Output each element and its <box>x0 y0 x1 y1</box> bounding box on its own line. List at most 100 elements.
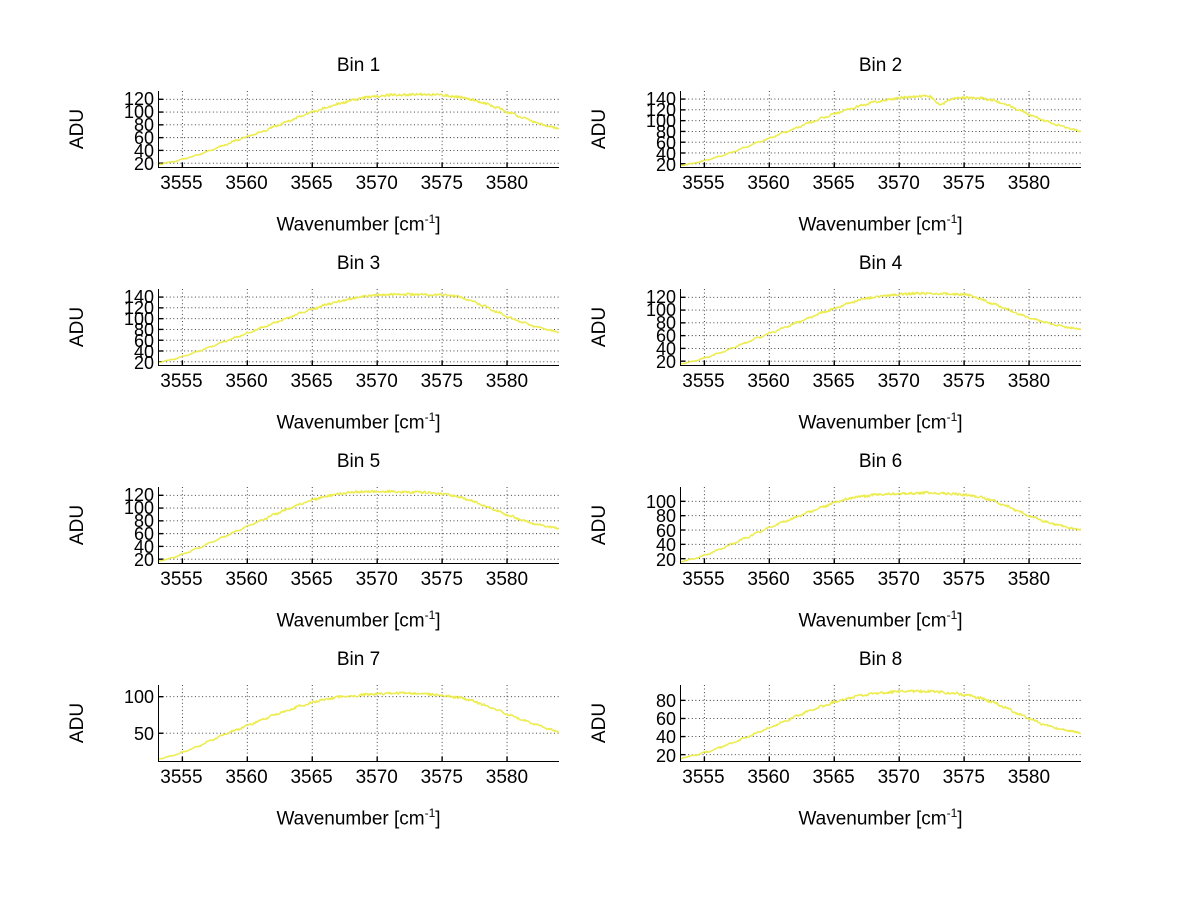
x-tick-label: 3570 <box>355 371 398 392</box>
x-axis-label: Wavenumber [cm-1] <box>276 806 441 830</box>
y-tick-label: 120 <box>123 298 154 319</box>
y-tick-label: 60 <box>655 326 676 347</box>
y-tick-label: 80 <box>133 115 154 136</box>
x-axis-label-exponent: -1 <box>946 806 958 820</box>
x-axis-label-exponent: -1 <box>946 410 958 424</box>
x-tick-label: 3565 <box>290 371 333 392</box>
x-axis-label-exponent: -1 <box>424 410 436 424</box>
x-tick-label: 3560 <box>225 371 268 392</box>
x-tick-label: 3565 <box>290 173 333 194</box>
x-axis-label: Wavenumber [cm-1] <box>276 410 441 434</box>
x-axis-label-exponent: -1 <box>946 608 958 622</box>
x-tick-label: 3565 <box>812 173 855 194</box>
y-tick-label: 60 <box>655 708 676 729</box>
x-tick-label: 3570 <box>877 767 920 788</box>
y-tick-label: 120 <box>123 89 154 110</box>
x-tick-label: 3565 <box>812 371 855 392</box>
x-tick-label: 3580 <box>1007 569 1051 590</box>
y-tick-label: 120 <box>123 485 154 506</box>
subplot-title: Bin 4 <box>858 253 903 274</box>
x-tick-label: 3570 <box>877 569 920 590</box>
y-tick-label: 80 <box>655 506 676 527</box>
y-tick-label: 100 <box>645 111 676 132</box>
x-tick-label: 3570 <box>355 173 398 194</box>
subplot-title: Bin 2 <box>858 55 903 76</box>
x-axis-label: Wavenumber [cm-1] <box>276 608 441 632</box>
y-tick-label: 100 <box>123 686 154 707</box>
x-tick-label: 3555 <box>160 173 203 194</box>
y-axis-label: ADU <box>589 504 610 545</box>
subplot-title: Bin 5 <box>336 451 381 472</box>
x-tick-label: 3575 <box>942 173 985 194</box>
y-axis-label: ADU <box>589 306 610 347</box>
plot-area <box>158 91 559 168</box>
plot-area <box>158 685 559 762</box>
x-tick-label: 3560 <box>225 173 268 194</box>
x-tick-label: 3570 <box>877 371 920 392</box>
y-tick-label: 100 <box>123 102 154 123</box>
y-tick-label: 120 <box>645 100 676 121</box>
x-tick-label: 3580 <box>1007 767 1051 788</box>
y-tick-label: 80 <box>655 313 676 334</box>
x-tick-label: 3580 <box>485 371 529 392</box>
y-tick-label: 20 <box>133 154 154 175</box>
y-tick-label: 20 <box>655 352 676 373</box>
y-axis-label: ADU <box>67 702 88 743</box>
y-axis-label: ADU <box>589 702 610 743</box>
y-tick-label: 100 <box>123 498 154 519</box>
x-tick-label: 3580 <box>485 569 529 590</box>
x-tick-label: 3555 <box>682 173 725 194</box>
y-tick-label: 80 <box>133 319 154 340</box>
plot-area <box>680 685 1081 762</box>
x-tick-label: 3560 <box>747 173 790 194</box>
y-tick-label: 40 <box>655 535 676 556</box>
x-tick-label: 3565 <box>812 569 855 590</box>
x-tick-label: 3560 <box>747 767 790 788</box>
x-tick-label: 3575 <box>420 569 463 590</box>
y-tick-label: 20 <box>133 352 154 373</box>
y-tick-label: 60 <box>133 524 154 545</box>
x-tick-label: 3570 <box>355 767 398 788</box>
x-tick-label: 3555 <box>682 767 725 788</box>
x-axis-label-exponent: -1 <box>424 212 436 226</box>
y-tick-label: 100 <box>123 309 154 330</box>
y-tick-label: 40 <box>655 339 676 360</box>
x-tick-label: 3570 <box>355 569 398 590</box>
x-axis-label: Wavenumber [cm-1] <box>798 806 963 830</box>
y-tick-label: 60 <box>133 330 154 351</box>
x-tick-label: 3565 <box>290 569 333 590</box>
y-tick-label: 40 <box>133 141 154 162</box>
plot-area <box>158 487 559 564</box>
y-tick-label: 140 <box>123 287 154 308</box>
y-tick-label: 40 <box>655 727 676 748</box>
x-tick-label: 3575 <box>942 767 985 788</box>
y-tick-label: 60 <box>655 132 676 153</box>
y-axis-label: ADU <box>67 504 88 545</box>
x-axis-label-exponent: -1 <box>946 212 958 226</box>
y-tick-label: 40 <box>655 143 676 164</box>
y-tick-label: 140 <box>645 89 676 110</box>
y-tick-label: 60 <box>655 520 676 541</box>
y-tick-label: 60 <box>133 128 154 149</box>
y-tick-labels: 20 40 60 80 100 120 140 <box>96 287 154 372</box>
y-tick-label: 20 <box>655 549 676 570</box>
x-tick-label: 3555 <box>160 767 203 788</box>
x-tick-label: 3570 <box>877 173 920 194</box>
plot-area <box>680 487 1081 564</box>
y-tick-label: 20 <box>655 154 676 175</box>
x-axis-label: Wavenumber [cm-1] <box>798 410 963 434</box>
y-tick-label: 80 <box>655 690 676 711</box>
subplot-title: Bin 3 <box>336 253 381 274</box>
y-tick-label: 40 <box>133 341 154 362</box>
x-tick-label: 3575 <box>420 371 463 392</box>
y-tick-labels: 20 40 60 80 100 120 <box>618 288 676 371</box>
x-tick-label: 3560 <box>747 371 790 392</box>
